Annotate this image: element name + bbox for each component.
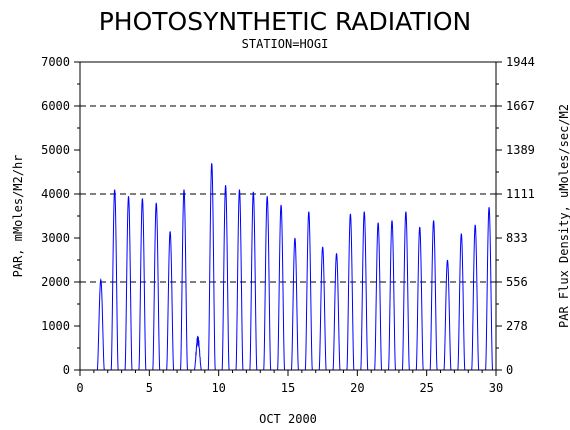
x-tick-label: 0 (76, 381, 83, 395)
plot-frame (79, 61, 497, 371)
y-tick-label: 4000 (41, 187, 70, 201)
y2-tick-label: 833 (506, 231, 528, 245)
y2-tick-label: 556 (506, 275, 528, 289)
series-line-par (93, 163, 496, 371)
y-tick-label: 5000 (41, 143, 70, 157)
y2-tick-label: 1944 (506, 55, 535, 69)
x-tick-label: 10 (211, 381, 225, 395)
y2-tick-label: 1667 (506, 99, 535, 113)
y-tick-label: 2000 (41, 275, 70, 289)
x-axis-label: OCT 2000 (259, 412, 317, 426)
y-tick-label: 3000 (41, 231, 70, 245)
y-tick-label: 1000 (41, 319, 70, 333)
y-tick-label: 7000 (41, 55, 70, 69)
x-tick-label: 5 (146, 381, 153, 395)
y-axis-label: PAR, mMoles/M2/hr (11, 155, 25, 278)
y2-tick-label: 0 (506, 363, 513, 377)
y2-tick-label: 1111 (506, 187, 535, 201)
chart-title: PHOTOSYNTHETIC RADIATION (99, 7, 472, 36)
y-tick-label: 6000 (41, 99, 70, 113)
chart-subtitle: STATION=HOGI (242, 37, 329, 51)
y2-tick-label: 278 (506, 319, 528, 333)
x-tick-label: 20 (350, 381, 364, 395)
x-tick-label: 25 (419, 381, 433, 395)
y2-tick-label: 1389 (506, 143, 535, 157)
x-tick-label: 30 (489, 381, 503, 395)
plot-area (80, 105, 496, 371)
y2-axis-label: PAR Flux Density, uMoles/sec/M2 (557, 104, 570, 328)
y-tick-label: 0 (63, 363, 70, 377)
x-tick-label: 15 (281, 381, 295, 395)
